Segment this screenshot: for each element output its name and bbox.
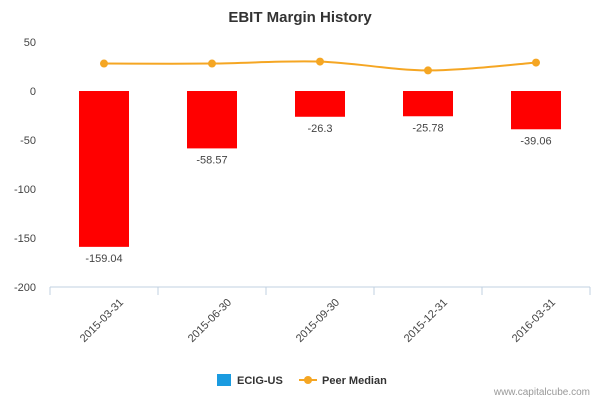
legend-swatch-ecig [217,374,231,386]
bar [187,91,237,149]
bar-series [79,91,561,247]
x-tick-label: 2016-03-31 [510,297,558,345]
peer-median-point [532,58,540,67]
y-tick-label: -50 [20,135,36,147]
x-tick-label: 2015-06-30 [186,297,234,345]
bar-data-label: -39.06 [520,135,551,147]
x-tick-label: 2015-09-30 [294,297,342,345]
bar [403,91,453,117]
bar [295,91,345,117]
peer-median-point [424,66,432,75]
y-tick-label: -200 [14,282,36,294]
bar [511,91,561,130]
y-tick-label: 0 [30,86,36,98]
y-tick-label: -150 [14,233,36,245]
credit-text: www.capitalcube.com [493,387,590,398]
bar-data-label: -58.57 [196,154,227,166]
x-axis-ticks: 2015-03-31 2015-06-30 2015-09-30 2015-12-31… [49,287,591,345]
legend-label-peer-median: Peer Median [322,375,387,387]
peer-median-point [100,59,108,68]
y-axis-ticks: 50 0 -50 -100 -150 -200 [14,37,36,294]
y-tick-label: 50 [24,37,36,49]
peer-median-series [100,57,540,75]
legend-item-peer-median[interactable]: Peer Median [299,375,387,387]
bar-data-label: -26.3 [307,123,332,135]
bar [79,91,129,247]
legend: ECIG-US Peer Median [217,374,387,387]
chart-title: EBIT Margin History [228,9,372,26]
legend-label-ecig: ECIG-US [237,375,283,387]
legend-item-ecig[interactable]: ECIG-US [217,374,283,387]
x-tick-label: 2015-03-31 [78,297,126,345]
bar-data-label: -159.04 [85,253,122,265]
data-labels: -159.04 -58.57 -26.3 -25.78 -39.06 [85,122,551,265]
y-tick-label: -100 [14,184,36,196]
peer-median-point [316,57,324,66]
peer-median-point [208,59,216,68]
x-tick-label: 2015-12-31 [402,297,450,345]
legend-swatch-marker [304,376,312,384]
bar-data-label: -25.78 [412,122,443,134]
